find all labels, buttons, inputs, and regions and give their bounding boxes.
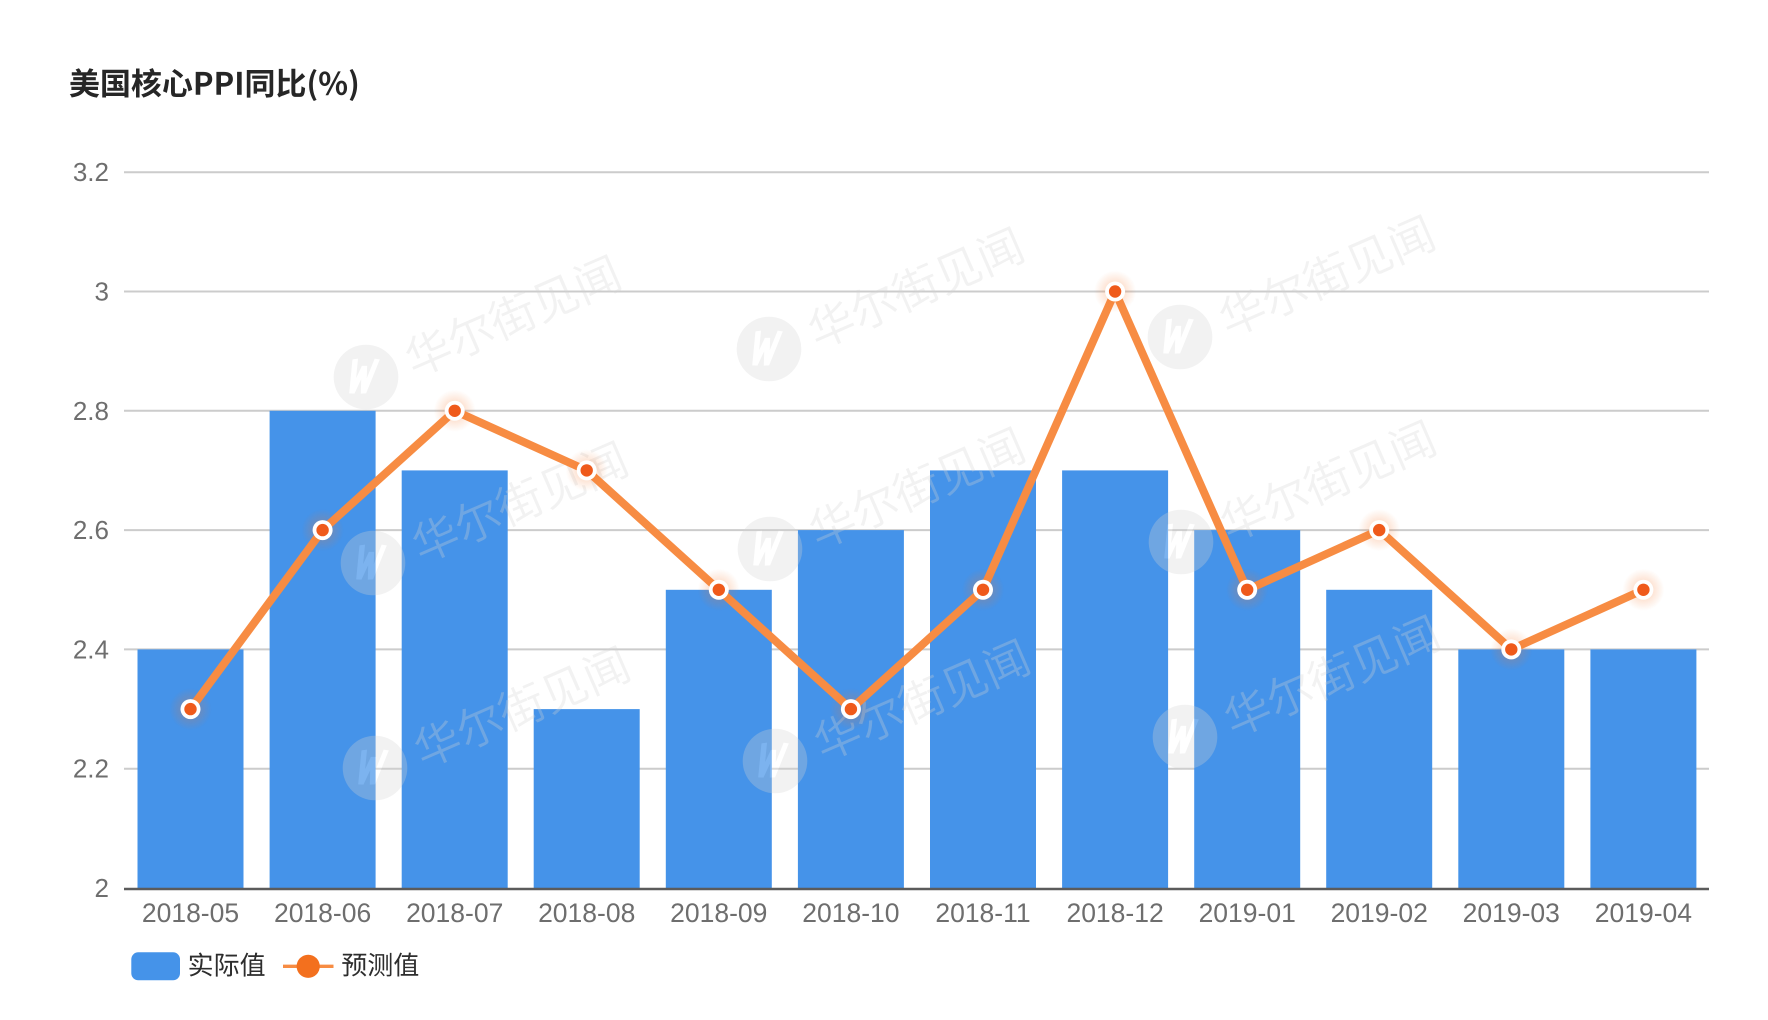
svg-text:2: 2	[95, 873, 109, 903]
svg-text:2018-07: 2018-07	[406, 898, 503, 928]
svg-text:2.8: 2.8	[73, 396, 109, 426]
svg-text:2018-05: 2018-05	[142, 898, 239, 928]
svg-text:2.2: 2.2	[73, 754, 109, 784]
svg-text:2019-01: 2019-01	[1199, 898, 1296, 928]
svg-text:2018-11: 2018-11	[935, 898, 1030, 928]
svg-text:2018-06: 2018-06	[274, 898, 371, 928]
svg-text:2018-10: 2018-10	[802, 898, 899, 928]
svg-text:2.6: 2.6	[73, 515, 109, 545]
svg-text:2.4: 2.4	[73, 634, 109, 664]
svg-text:3.2: 3.2	[73, 157, 109, 187]
svg-text:2018-12: 2018-12	[1066, 898, 1163, 928]
svg-text:2019-04: 2019-04	[1595, 898, 1692, 928]
svg-text:2019-02: 2019-02	[1331, 898, 1428, 928]
svg-text:2019-03: 2019-03	[1463, 898, 1560, 928]
svg-text:2018-08: 2018-08	[538, 898, 635, 928]
svg-text:3: 3	[95, 277, 109, 307]
svg-text:2018-09: 2018-09	[670, 898, 767, 928]
